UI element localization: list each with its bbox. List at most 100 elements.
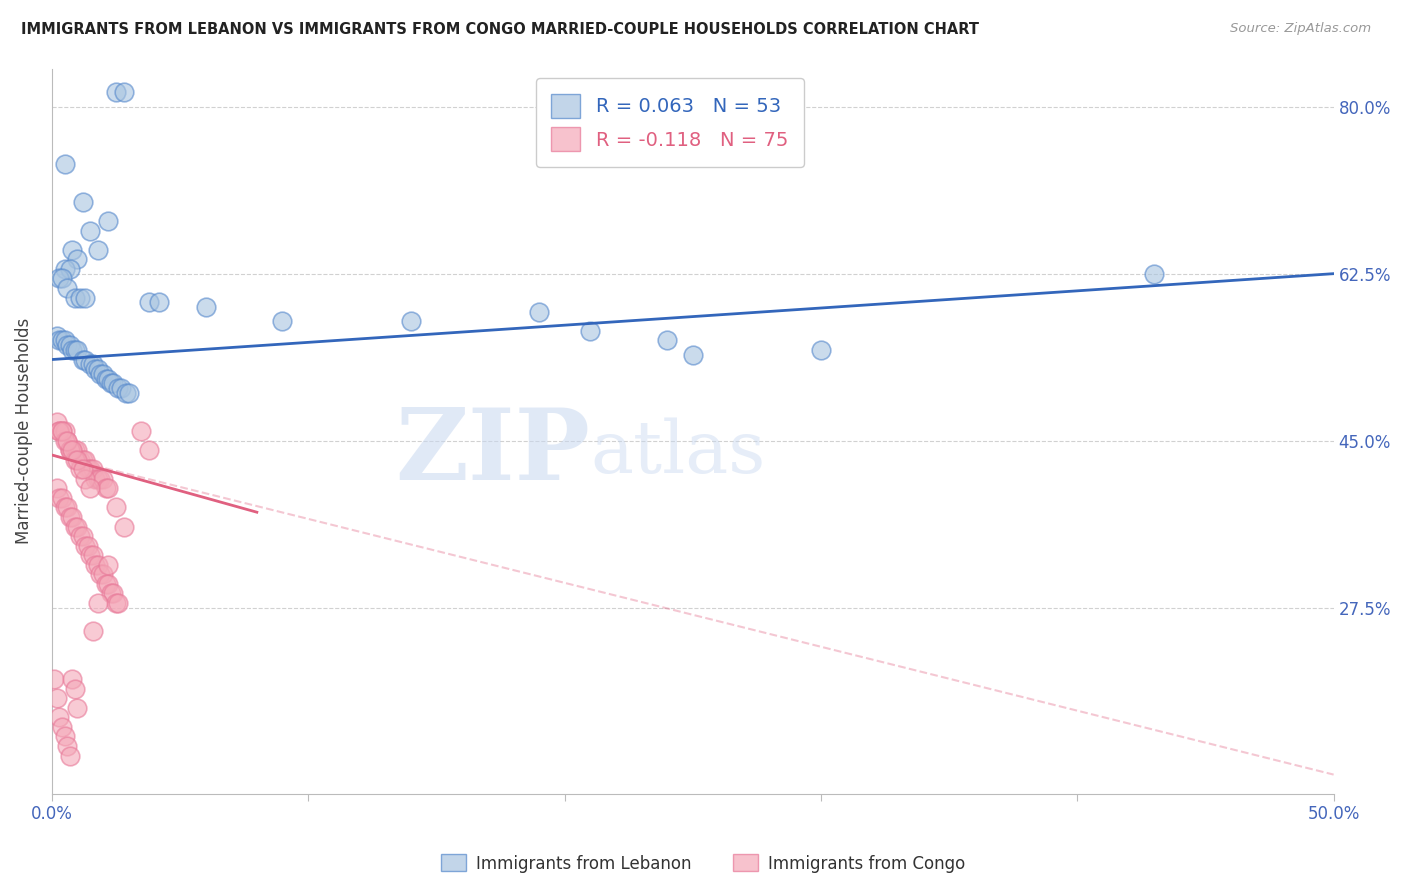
Point [48,424,70,438]
Point [91,567,114,582]
Point [69,462,91,476]
Point [72,195,94,210]
Point [45,691,67,706]
Point [75,291,97,305]
Point [148,295,170,310]
Point [107,381,129,395]
Point [56,434,79,448]
Point [60,510,83,524]
Point [131,424,153,438]
Point [69,452,91,467]
Point [84,472,107,486]
Point [79,224,101,238]
Point [72,452,94,467]
Legend: R = 0.063   N = 53, R = -0.118   N = 75: R = 0.063 N = 53, R = -0.118 N = 75 [536,78,804,167]
Point [84,362,107,376]
Point [138,295,160,310]
Point [579,324,602,338]
Point [51,491,73,505]
Point [103,376,125,391]
Point [66,443,89,458]
Point [107,596,129,610]
Point [271,314,294,328]
Point [79,357,101,371]
Point [69,529,91,543]
Point [194,300,217,314]
Point [45,328,67,343]
Point [115,386,138,401]
Text: atlas: atlas [591,417,765,488]
Point [53,334,76,348]
Point [56,281,79,295]
Point [66,452,89,467]
Point [63,343,86,357]
Point [104,500,127,515]
Point [66,343,89,357]
Point [399,314,422,328]
Point [53,500,76,515]
Point [104,86,127,100]
Point [72,529,94,543]
Point [59,510,82,524]
Point [63,443,86,458]
Point [100,586,122,600]
Point [810,343,832,357]
Point [82,548,104,562]
Point [53,434,76,448]
Point [59,338,82,352]
Point [60,343,83,357]
Point [60,443,83,458]
Point [59,748,82,763]
Point [89,367,111,381]
Point [79,548,101,562]
Point [112,86,135,100]
Point [53,424,76,438]
Point [527,305,550,319]
Point [45,481,67,495]
Point [87,596,110,610]
Point [59,443,82,458]
Point [75,472,97,486]
Point [48,491,70,505]
Legend: Immigrants from Lebanon, Immigrants from Congo: Immigrants from Lebanon, Immigrants from… [434,847,972,880]
Point [56,739,79,753]
Point [63,681,86,696]
Point [60,672,83,686]
Point [94,481,117,495]
Point [53,261,76,276]
Point [91,367,114,381]
Point [63,452,86,467]
Point [110,381,132,395]
Point [75,452,97,467]
Point [94,371,117,385]
Point [51,424,73,438]
Point [63,291,86,305]
Point [97,576,120,591]
Point [63,519,86,533]
Point [87,243,110,257]
Point [103,586,125,600]
Point [72,352,94,367]
Point [87,558,110,572]
Point [89,567,111,582]
Point [104,596,127,610]
Point [118,386,141,401]
Point [89,472,111,486]
Text: Source: ZipAtlas.com: Source: ZipAtlas.com [1230,22,1371,36]
Point [59,261,82,276]
Point [75,352,97,367]
Point [44,672,66,686]
Point [97,558,120,572]
Point [97,214,120,228]
Point [66,519,89,533]
Point [66,252,89,267]
Point [48,334,70,348]
Point [69,291,91,305]
Point [48,710,70,724]
Point [51,334,73,348]
Point [48,271,70,285]
Point [60,243,83,257]
Point [59,443,82,458]
Point [82,462,104,476]
Point [56,500,79,515]
